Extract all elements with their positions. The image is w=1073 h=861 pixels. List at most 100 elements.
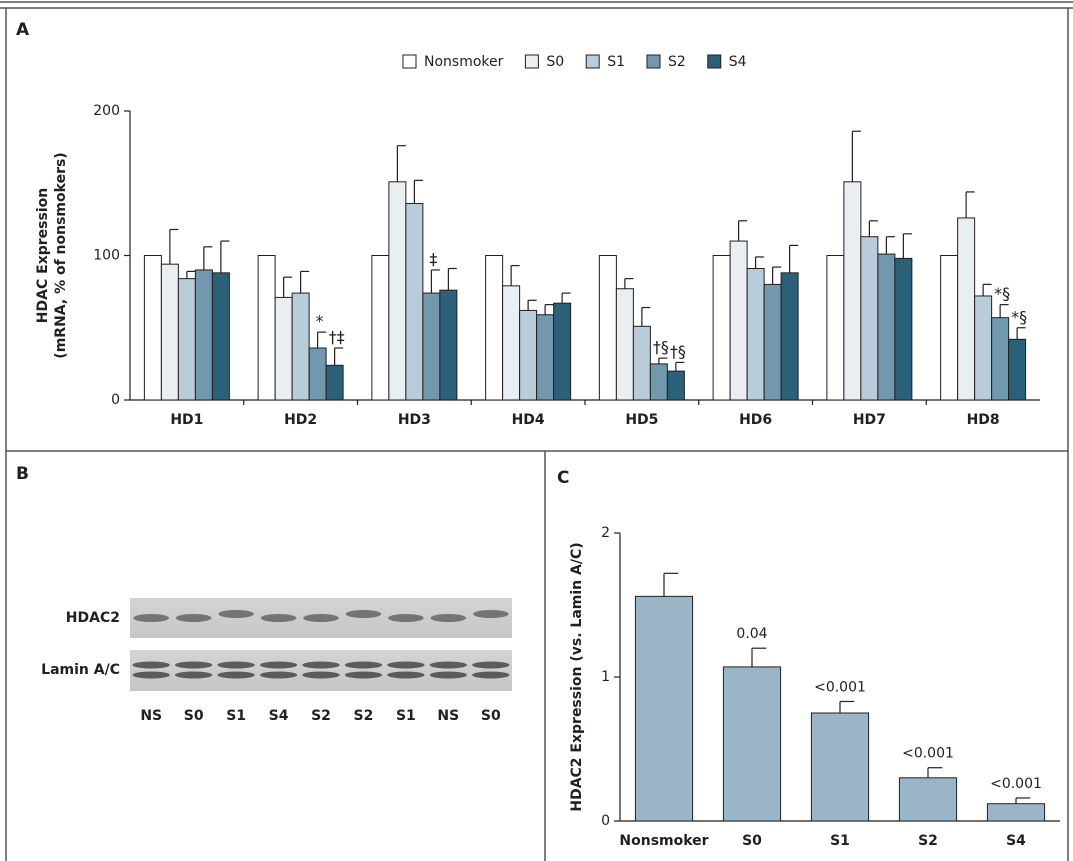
- x-tick-label: HD6: [739, 412, 772, 428]
- blot-band: [303, 614, 339, 622]
- bar: [650, 364, 667, 400]
- panel-label: A: [16, 20, 30, 40]
- bar: [1009, 339, 1026, 400]
- blot-band: [217, 672, 254, 679]
- bar: [827, 256, 844, 401]
- legend-swatch: [708, 55, 721, 68]
- blot-row-label: HDAC2: [66, 610, 120, 626]
- bar: [861, 237, 878, 400]
- y-axis-label: (mRNA, % of nonsmokers): [53, 152, 69, 358]
- bar: [144, 256, 161, 401]
- bar: [275, 297, 292, 400]
- bar: [599, 256, 616, 401]
- bar: [992, 318, 1009, 400]
- bar: [747, 269, 764, 400]
- x-tick-label: S1: [830, 833, 850, 849]
- value-label: 0.04: [736, 626, 767, 642]
- bar: [723, 667, 780, 821]
- bar: [423, 293, 440, 400]
- x-tick-label: Nonsmoker: [619, 833, 708, 849]
- legend-swatch: [403, 55, 416, 68]
- bar: [326, 365, 343, 400]
- bar: [554, 303, 571, 400]
- bar: [895, 258, 912, 400]
- bar: [258, 256, 275, 401]
- blot-band: [302, 672, 339, 679]
- bar: [975, 296, 992, 400]
- value-label: <0.001: [902, 746, 954, 762]
- blot-band: [260, 672, 297, 679]
- bar: [713, 256, 730, 401]
- x-tick-label: S2: [918, 833, 938, 849]
- x-tick-label: HD1: [170, 412, 203, 428]
- value-label: <0.001: [814, 679, 866, 695]
- blot-band: [346, 610, 382, 618]
- bar: [730, 241, 747, 400]
- blot-band: [472, 662, 509, 669]
- blot-band: [176, 614, 212, 622]
- bar: [503, 286, 520, 400]
- figure: A B C HDAC2 Lamin A/C NS S0 S1 S4 S2 S2 S1 NS S0 0…: [0, 0, 1073, 861]
- bar: [667, 371, 684, 400]
- blot-band: [388, 614, 424, 622]
- blot-lane-label: S2: [311, 708, 331, 724]
- blot-band: [430, 672, 467, 679]
- bar: [941, 256, 958, 401]
- x-tick-label: HD2: [284, 412, 317, 428]
- bar: [292, 293, 309, 400]
- legend-label: S1: [607, 54, 625, 70]
- blot-lane-label: S1: [226, 708, 246, 724]
- blot-band: [430, 662, 467, 669]
- bar: [161, 264, 178, 400]
- annotation: *§: [994, 284, 1010, 303]
- blot-row-label: Lamin A/C: [41, 662, 120, 678]
- bar: [633, 326, 650, 400]
- y-tick-label: 0: [601, 813, 610, 829]
- bar: [635, 596, 692, 821]
- annotation: †§: [653, 338, 669, 357]
- x-tick-label: S4: [1006, 833, 1026, 849]
- bar: [372, 256, 389, 401]
- x-tick-label: HD8: [967, 412, 1000, 428]
- blot-band: [387, 672, 424, 679]
- y-axis-label: HDAC Expression: [35, 188, 51, 323]
- legend-swatch: [586, 55, 599, 68]
- bar: [844, 182, 861, 400]
- x-tick-label: HD4: [512, 412, 545, 428]
- bar: [878, 254, 895, 400]
- panel-label: C: [557, 468, 569, 488]
- bar: [440, 290, 457, 400]
- blot-band: [472, 672, 509, 679]
- bar: [987, 804, 1044, 821]
- blot-band: [133, 662, 170, 669]
- blot-band: [175, 662, 212, 669]
- legend-label: S0: [546, 54, 564, 70]
- y-tick-label: 100: [93, 248, 120, 264]
- blot-band: [387, 662, 424, 669]
- blot-lane-label: NS: [140, 708, 162, 724]
- blot-band: [133, 614, 169, 622]
- bar: [178, 279, 195, 400]
- legend-swatch: [525, 55, 538, 68]
- blot-lane-label: S0: [184, 708, 204, 724]
- annotation: *: [316, 312, 324, 331]
- legend-swatch: [647, 55, 660, 68]
- blot-band: [431, 614, 467, 622]
- y-tick-label: 0: [111, 392, 120, 408]
- blot-lane-label: NS: [437, 708, 459, 724]
- annotation: †‡: [329, 327, 345, 346]
- blot-strip: [130, 650, 512, 691]
- panel-label: B: [16, 464, 29, 484]
- x-tick-label: HD3: [398, 412, 431, 428]
- bar: [764, 284, 781, 400]
- annotation: ‡: [429, 249, 437, 268]
- x-tick-label: S0: [742, 833, 762, 849]
- blot-lane-label: S0: [481, 708, 501, 724]
- bar: [537, 315, 554, 400]
- bar: [309, 348, 326, 400]
- blot-band: [345, 672, 382, 679]
- blot-band: [218, 610, 254, 618]
- bar: [406, 203, 423, 400]
- blot-lane-label: S1: [396, 708, 416, 724]
